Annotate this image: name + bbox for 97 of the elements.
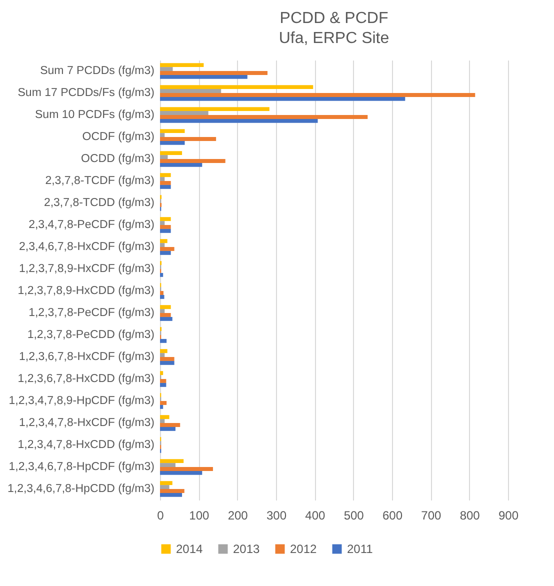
x-tick-label: 500 xyxy=(344,508,364,522)
bar xyxy=(160,228,171,233)
bar xyxy=(160,96,406,101)
y-tick-label: 1,2,3,4,6,7,8-HpCDF (fg/m3) xyxy=(8,461,155,473)
y-tick-label: 1,2,3,6,7,8-HxCDF (fg/m3) xyxy=(19,351,155,363)
bar xyxy=(160,159,226,163)
y-tick-label: 2,3,7,8-TCDF (fg/m3) xyxy=(45,175,155,187)
bar xyxy=(160,247,174,251)
y-tick-label: 1,2,3,4,7,8-HxCDF (fg/m3) xyxy=(19,417,155,429)
x-tick-label: 800 xyxy=(460,508,480,522)
bar xyxy=(160,489,184,493)
bar xyxy=(160,151,182,156)
bar xyxy=(160,357,174,361)
bar xyxy=(160,313,171,317)
bar xyxy=(160,485,170,489)
y-tick-label: 1,2,3,4,7,8,9-HpCDF (fg/m3) xyxy=(8,395,155,407)
x-tick-label: 700 xyxy=(421,508,442,522)
bar xyxy=(160,173,171,178)
y-tick-label: 1,2,3,4,7,8-HxCDD (fg/m3) xyxy=(18,439,155,451)
bar xyxy=(160,481,172,486)
bar xyxy=(160,423,180,427)
bar xyxy=(160,353,165,357)
bar xyxy=(160,115,368,119)
y-tick-label: 2,3,7,8-TCDD (fg/m3) xyxy=(44,197,155,209)
bar xyxy=(160,379,166,383)
bar xyxy=(160,184,171,189)
legend-label: 2011 xyxy=(347,542,374,556)
x-tick-label: 0 xyxy=(157,508,164,522)
bar xyxy=(160,250,171,255)
y-tick-label: Sum 7 PCDDs (fg/m3) xyxy=(40,65,155,77)
y-tick-label: 1,2,3,7,8,9-HxCDD (fg/m3) xyxy=(18,285,155,297)
bar xyxy=(160,459,184,464)
bar xyxy=(160,107,270,112)
y-tick-label: 1,2,3,4,6,7,8-HpCDD (fg/m3) xyxy=(7,483,155,495)
bar xyxy=(160,470,202,475)
legend-label: 2012 xyxy=(290,542,318,556)
bar xyxy=(160,382,166,387)
bar xyxy=(160,177,165,181)
y-tick-label: 1,2,3,6,7,8-HxCDD (fg/m3) xyxy=(18,373,155,385)
bar xyxy=(160,133,165,137)
bar xyxy=(160,492,182,497)
bar xyxy=(160,239,168,244)
y-tick-label: 2,3,4,7,8-PeCDF (fg/m3) xyxy=(28,219,155,231)
bar xyxy=(160,371,164,376)
bar xyxy=(160,217,171,222)
bar xyxy=(160,71,268,75)
y-tick-label: OCDF (fg/m3) xyxy=(82,131,155,143)
y-tick-label: 1,2,3,7,8-PeCDD (fg/m3) xyxy=(27,329,155,341)
y-tick-label: 1,2,3,7,8,9-HxCDF (fg/m3) xyxy=(19,263,155,275)
y-tick-label: OCDD (fg/m3) xyxy=(81,153,155,165)
bar xyxy=(160,74,248,79)
bar xyxy=(160,338,167,343)
bar xyxy=(160,181,171,185)
bar xyxy=(160,137,216,141)
chart-title: PCDD & PCDF xyxy=(280,10,388,27)
bar xyxy=(160,305,171,310)
legend-label: 2014 xyxy=(176,542,204,556)
bar xyxy=(160,419,165,423)
bar xyxy=(160,401,167,405)
bar xyxy=(160,63,204,68)
bar xyxy=(160,463,176,467)
bar xyxy=(160,243,165,247)
bar xyxy=(160,67,173,71)
bar xyxy=(160,426,176,431)
x-tick-label: 300 xyxy=(266,508,287,522)
bar xyxy=(160,349,168,354)
y-tick-label: Sum 17 PCDDs/Fs (fg/m3) xyxy=(18,87,155,99)
bar xyxy=(160,89,222,93)
y-tick-label: 2,3,4,6,7,8-HxCDF (fg/m3) xyxy=(19,241,155,253)
bar xyxy=(160,118,318,123)
chart-subtitle: Ufa, ERPC Site xyxy=(278,30,390,47)
x-tick-label: 600 xyxy=(382,508,403,522)
bar xyxy=(160,221,165,225)
x-tick-label: 900 xyxy=(498,508,519,522)
bar xyxy=(160,309,165,313)
bar xyxy=(160,360,174,365)
x-tick-label: 100 xyxy=(189,508,210,522)
bar xyxy=(160,155,168,159)
bar xyxy=(160,111,208,115)
x-tick-label: 400 xyxy=(305,508,326,522)
bar xyxy=(160,294,164,299)
bar xyxy=(160,225,171,229)
y-tick-label: Sum 10 PCDFs (fg/m3) xyxy=(35,109,155,121)
bar xyxy=(160,272,164,277)
bar xyxy=(160,415,170,420)
bar xyxy=(160,85,314,90)
legend-label: 2013 xyxy=(233,542,260,556)
bar xyxy=(160,291,164,295)
bar xyxy=(160,140,185,145)
bar xyxy=(160,129,185,134)
x-tick-label: 200 xyxy=(228,508,248,522)
y-tick-label: 1,2,3,7,8-PeCDF (fg/m3) xyxy=(28,307,155,319)
bar xyxy=(160,467,213,471)
bar xyxy=(160,162,202,167)
bar xyxy=(160,316,172,321)
bar xyxy=(160,93,476,97)
bar xyxy=(160,404,164,409)
